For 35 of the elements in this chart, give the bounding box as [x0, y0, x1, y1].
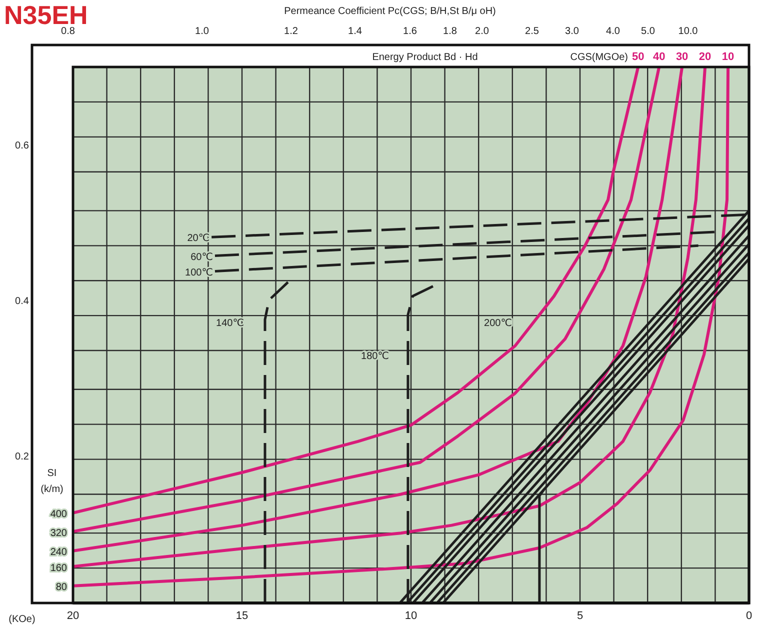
text: Energy Product Bd · Hd [372, 52, 478, 63]
x-tick-label: 0 [746, 610, 752, 622]
series-label: 30 [676, 51, 688, 63]
text: 320 [50, 528, 68, 539]
x-tick-label: 20 [66, 610, 80, 622]
x-tick-label: 15 [236, 610, 248, 622]
x2-axis-title: Permeance Coefficient Pc(CGS; B/H,St B/μ oH) [284, 6, 496, 17]
y-tick-label: 0.4 [15, 296, 30, 308]
series-label: 20 [698, 51, 712, 63]
text: 240 [50, 547, 68, 558]
text: 1.0 [195, 26, 210, 37]
text: 10.0 [678, 26, 698, 37]
text: 1.8 [443, 26, 458, 37]
text: SI (k/m) [40, 468, 64, 495]
text: 2.5 [525, 26, 540, 37]
x-axis-title: (KOe) [8, 614, 36, 625]
series-label: 40 [652, 51, 666, 63]
text: CGS(MGOe) [570, 52, 628, 63]
x-tick-label: 5 [576, 610, 584, 622]
text: 160 [50, 563, 68, 574]
x-tick-label: 10 [404, 610, 418, 622]
text: 5.0 [641, 26, 656, 37]
series-label: 50 [632, 51, 644, 63]
text: 80 [56, 582, 68, 593]
y-tick-label: 0.6 [15, 140, 30, 152]
text: 1.4 [348, 26, 362, 37]
series-label: 10 [722, 51, 734, 63]
text: 4.0 [606, 26, 620, 37]
text: 400 [50, 509, 68, 520]
text: 1.2 [284, 26, 298, 37]
text: 1.6 [403, 26, 418, 37]
annotation: 200℃ [484, 318, 512, 329]
y-tick-label: 0.2 [15, 451, 30, 462]
text: 3.0 [565, 26, 580, 37]
text: 2.0 [475, 26, 490, 37]
